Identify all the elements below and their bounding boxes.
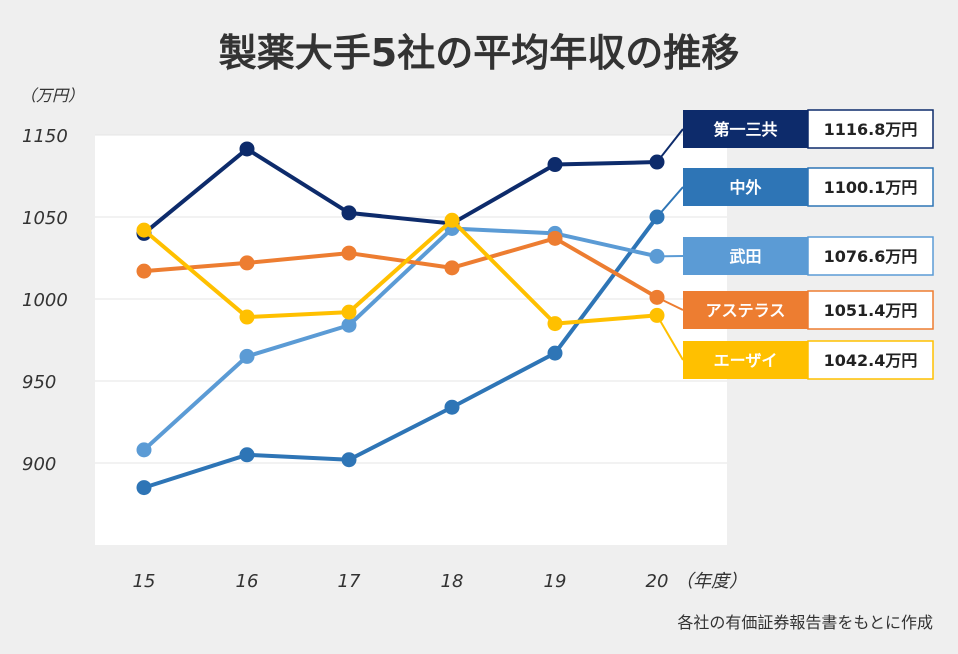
y-tick-label: 950 <box>22 372 56 393</box>
label-value-box <box>807 340 934 380</box>
source-note: 各社の有価証券報告書をもとに作成 <box>677 613 933 632</box>
label-value-box <box>807 236 934 276</box>
data-point <box>547 157 563 173</box>
y-axis-ticks: 1150 1050 1000 950 900 <box>22 126 68 475</box>
x-tick-label: 16 <box>236 571 259 592</box>
label-name-box <box>683 168 808 206</box>
data-point <box>239 309 255 325</box>
series-name: 第一三共 <box>713 120 777 139</box>
series-value: 1051.4万円 <box>824 301 918 320</box>
label-value-box <box>807 109 934 149</box>
chart-title: 製薬大手5社の平均年収の推移 <box>219 31 739 75</box>
series-label-3: アステラス 1051.4万円 <box>656 290 934 330</box>
series-name: 中外 <box>729 178 761 197</box>
leader-line <box>656 296 684 311</box>
data-point <box>444 212 460 228</box>
data-point <box>341 245 357 261</box>
series-value: 1076.6万円 <box>824 247 918 266</box>
data-point <box>444 399 460 415</box>
y-tick-label: 1050 <box>22 208 68 229</box>
gridlines <box>95 134 727 464</box>
data-point <box>341 205 357 221</box>
series-value: 1100.1万円 <box>824 178 918 197</box>
x-tick-label: 19 <box>544 571 567 592</box>
data-point <box>239 255 255 271</box>
data-point <box>341 452 357 468</box>
label-name-box <box>683 291 808 329</box>
data-point <box>239 141 255 157</box>
leader-line <box>656 314 684 361</box>
y-axis-unit: （万円） <box>20 86 84 105</box>
x-tick-label: 15 <box>133 571 156 592</box>
series-value: 1042.4万円 <box>824 351 918 370</box>
leader-line <box>656 186 684 218</box>
plot-area <box>95 135 727 545</box>
data-point <box>547 316 563 332</box>
series-label-4: エーザイ 1042.4万円 <box>656 314 934 380</box>
leader-line <box>656 128 684 163</box>
data-point <box>136 480 152 496</box>
series-line <box>142 226 658 452</box>
series-label-0: 第一三共 1116.8万円 <box>656 109 934 163</box>
label-name-box <box>683 237 808 275</box>
series-line <box>142 146 658 235</box>
y-tick-label: 1150 <box>22 126 68 147</box>
data-point <box>444 260 460 276</box>
series-value: 1116.8万円 <box>824 120 918 139</box>
data-point <box>136 222 152 238</box>
x-axis-unit: （年度） <box>675 571 747 592</box>
x-axis-ticks: 15 16 17 18 19 20 <box>133 571 669 592</box>
y-tick-label: 900 <box>22 454 56 475</box>
label-value-box <box>807 167 934 207</box>
series-name: エーザイ <box>714 351 778 370</box>
x-tick-label: 17 <box>338 571 361 592</box>
data-point <box>341 317 357 333</box>
series-lines <box>136 141 665 496</box>
x-tick-label: 20 <box>646 571 669 592</box>
series-line <box>143 236 659 300</box>
series-1 <box>136 209 665 496</box>
y-tick-label: 1000 <box>22 290 68 311</box>
series-name: アステラス <box>706 301 786 320</box>
series-label-1: 中外 1100.1万円 <box>656 167 934 218</box>
series-line <box>143 215 659 490</box>
data-point <box>547 230 563 246</box>
series-name: 武田 <box>729 247 761 266</box>
data-point <box>136 263 152 279</box>
series-label-2: 武田 1076.6万円 <box>656 236 934 276</box>
label-name-box <box>683 341 808 379</box>
data-point <box>239 348 255 364</box>
series-4 <box>136 212 665 332</box>
data-point <box>547 345 563 361</box>
data-point <box>136 442 152 458</box>
data-point <box>341 304 357 320</box>
label-name-box <box>683 110 808 148</box>
data-point <box>239 447 255 463</box>
x-tick-label: 18 <box>441 571 464 592</box>
series-line <box>142 218 658 326</box>
label-value-box <box>807 290 934 330</box>
